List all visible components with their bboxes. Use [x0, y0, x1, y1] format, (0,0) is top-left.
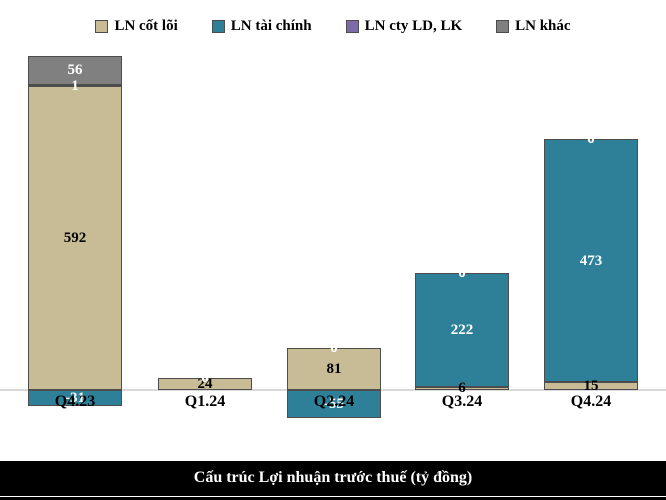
- plot-area: 592 -31 1 56 Q4.23 24 0 0 0 Q1.24 81 -55 0 0 Q2.24 6 222…: [0, 55, 666, 419]
- category-label: Q1.24: [184, 393, 226, 410]
- legend-item-3: LN khác: [496, 18, 571, 35]
- bar-segment: [158, 377, 252, 390]
- bar-segment: [544, 382, 638, 390]
- legend-item-2: LN cty LD, LK: [345, 18, 463, 35]
- category-label: Q3.24: [441, 393, 483, 410]
- chart-title: Cấu trúc Lợi nhuận trước thuế (tỷ đồng): [193, 468, 473, 486]
- legend-label: LN cốt lõi: [114, 18, 178, 34]
- chart-title-bar: Cấu trúc Lợi nhuận trước thuế (tỷ đồng): [0, 461, 666, 500]
- bar-segment: [287, 348, 381, 390]
- legend-label: LN cty LD, LK: [364, 18, 463, 34]
- bar-segment: [28, 390, 122, 406]
- bar-segment: [28, 84, 122, 87]
- category-label: Q4.23: [54, 393, 96, 410]
- legend-label: LN khác: [515, 18, 571, 34]
- legend-swatch-icon: [95, 20, 109, 33]
- legend-label: LN tài chính: [230, 18, 312, 34]
- bar-segment: [415, 386, 509, 390]
- legend: LN cốt lõi LN tài chính LN cty LD, LK LN kh…: [0, 18, 666, 35]
- bar-segment: [28, 55, 122, 85]
- legend-item-1: LN tài chính: [211, 18, 312, 35]
- category-label: Q2.24: [313, 393, 355, 410]
- legend-item-0: LN cốt lõi: [95, 18, 178, 35]
- bar-segment: [287, 390, 381, 419]
- bar-segment: [28, 85, 122, 390]
- bar-segment: [415, 272, 509, 387]
- legend-swatch-icon: [496, 20, 510, 33]
- legend-swatch-icon: [211, 20, 225, 33]
- category-label: Q4.24: [570, 393, 612, 410]
- legend-swatch-icon: [345, 20, 359, 33]
- bar-segment: [544, 138, 638, 383]
